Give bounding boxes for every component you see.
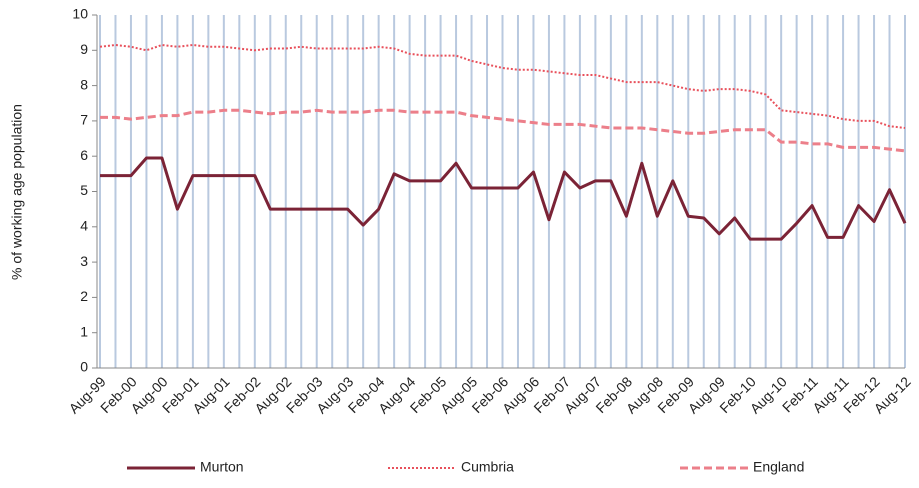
y-tick-label: 9 bbox=[80, 41, 88, 57]
y-tick-label: 5 bbox=[80, 182, 88, 198]
legend-label: England bbox=[753, 459, 804, 475]
y-axis-label: % of working age population bbox=[9, 104, 25, 280]
y-tick-label: 7 bbox=[80, 112, 88, 128]
series-line bbox=[100, 108, 906, 153]
series-line bbox=[100, 156, 907, 241]
y-tick-label: 4 bbox=[80, 218, 88, 234]
legend-label: Murton bbox=[200, 459, 244, 475]
y-tick-label: 6 bbox=[80, 147, 88, 163]
y-tick-label: 0 bbox=[80, 359, 88, 375]
legend-label: Cumbria bbox=[461, 459, 514, 475]
y-tick-label: 1 bbox=[80, 323, 88, 339]
y-tick-label: 3 bbox=[80, 253, 88, 269]
y-tick-label: 8 bbox=[80, 76, 88, 92]
series-line bbox=[99, 44, 906, 129]
y-tick-label: 10 bbox=[72, 6, 88, 22]
y-tick-label: 2 bbox=[80, 288, 88, 304]
